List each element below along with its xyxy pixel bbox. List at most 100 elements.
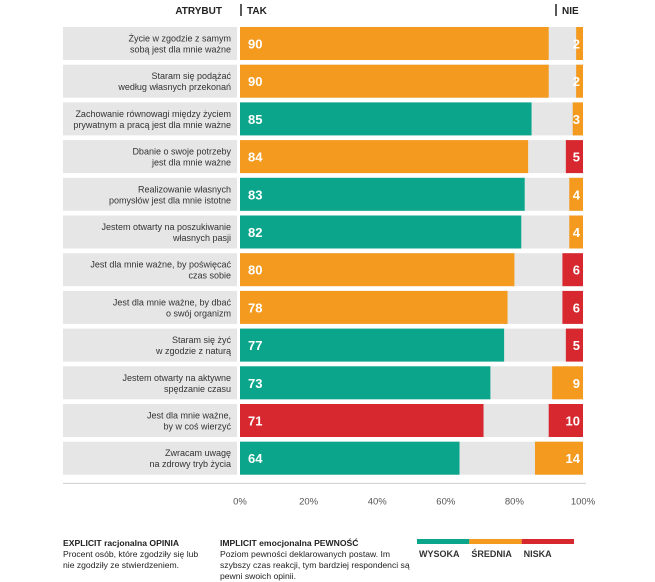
row-label: Zwracam uwagę [165, 448, 231, 458]
x-tick-label: 60% [436, 496, 456, 507]
footer-explicit-title: EXPLICIT racjonalna OPINIA [63, 538, 180, 548]
bar-nie [565, 328, 583, 362]
row-label: pomysłów jest dla mnie istotne [109, 195, 231, 205]
bar-tak-label: 71 [248, 414, 262, 429]
row-label: Realizowanie własnych [138, 184, 231, 194]
bar-nie [569, 177, 583, 211]
legend-swatch-niska [521, 539, 574, 544]
legend-swatch-wysoka [417, 539, 470, 544]
bar-tak-label: 73 [248, 376, 262, 391]
row-label-bg [63, 328, 237, 362]
row-label-bg [63, 102, 237, 136]
bar-tak [240, 215, 522, 249]
x-tick-label: 100% [571, 496, 596, 507]
legend-swatch-srednia [469, 539, 522, 544]
bar-nie [572, 102, 583, 136]
header-nie: NIE [562, 6, 579, 17]
legend-label-wysoka: WYSOKA [419, 549, 460, 559]
bar-tak-label: 64 [248, 451, 263, 466]
row-label-bg [63, 140, 237, 174]
bar-tak-label: 83 [248, 187, 262, 202]
row-label: na zdrowy tryb życia [149, 459, 231, 469]
row-label: Jest dla mnie ważne, by dbać [113, 297, 232, 307]
footer-implicit-title: IMPLICIT emocjonalna PEWNOŚĆ [220, 538, 359, 548]
header-tak: TAK [247, 6, 268, 17]
bar-nie [576, 27, 583, 60]
row-label: według własnych przekonań [117, 82, 231, 92]
bar-tak [240, 290, 508, 324]
bar-tak-label: 90 [248, 74, 262, 89]
bar-tak [240, 441, 460, 475]
footer-explicit-text: Procent osób, które zgodziły się lub nie… [63, 549, 199, 570]
bar-nie-label: 5 [573, 338, 580, 353]
row-label: jest dla mnie ważne [151, 158, 231, 168]
bar-tak [240, 177, 525, 211]
bar-nie-label: 10 [566, 414, 580, 429]
x-tick-label: 20% [299, 496, 319, 507]
row-label: Staram się podążać [151, 71, 231, 81]
bar-tak [240, 64, 549, 98]
row-label: Staram się żyć [172, 335, 232, 345]
footer-implicit-text: Poziom pewności deklarowanych postaw. Im… [220, 549, 410, 581]
row-label: Jest dla mnie ważne, [147, 411, 231, 421]
bar-nie [562, 290, 583, 324]
bar-nie-label: 6 [573, 300, 580, 315]
bar-nie [562, 253, 583, 287]
row-label-bg [63, 441, 237, 475]
legend-label-srednia: ŚREDNIA [471, 548, 512, 559]
row-label: Zachowanie równowagi między życiem [75, 109, 231, 119]
row-label: Jestem otwarty na poszukiwanie [101, 222, 231, 232]
header-attribute: ATRYBUT [175, 6, 222, 17]
bar-nie-label: 3 [573, 112, 580, 127]
row-label-bg [63, 27, 237, 60]
bar-nie-label: 2 [573, 37, 580, 52]
row-label: o swój organizm [166, 308, 231, 318]
bar-tak-label: 78 [248, 300, 262, 315]
bar-tak-label: 85 [248, 112, 262, 127]
bar-tak-label: 84 [248, 150, 263, 165]
footer-explicit-note: EXPLICIT racjonalna OPINIA Procent osób,… [63, 538, 203, 571]
bar-nie-label: 9 [573, 376, 580, 391]
bar-nie [548, 404, 583, 437]
bar-nie [552, 366, 583, 400]
row-label-bg [63, 64, 237, 98]
row-label-bg [63, 290, 237, 324]
row-label: w zgodzie z naturą [155, 346, 231, 356]
bar-nie [576, 64, 583, 98]
row-label-bg [63, 177, 237, 211]
row-label: by w coś wierzyć [163, 422, 231, 432]
bar-nie-label: 14 [566, 451, 581, 466]
row-label: Życie w zgodzie z samym [128, 34, 231, 44]
bar-nie [569, 215, 583, 249]
bar-tak [240, 140, 529, 174]
bar-nie-label: 2 [573, 74, 580, 89]
bar-nie-label: 5 [573, 150, 580, 165]
bar-tak-label: 77 [248, 338, 262, 353]
bar-nie-label: 4 [573, 225, 581, 240]
bar-tak [240, 404, 484, 437]
row-label: własnych pasji [172, 233, 231, 243]
bar-tak [240, 328, 505, 362]
x-tick-label: 80% [505, 496, 525, 507]
bar-nie-label: 4 [573, 187, 581, 202]
bar-tak [240, 27, 549, 60]
row-label-bg [63, 215, 237, 249]
row-label-bg [63, 404, 237, 437]
bar-nie [534, 441, 583, 475]
bar-nie [565, 140, 583, 174]
row-label: Jestem otwarty na aktywne [122, 373, 231, 383]
bar-nie-label: 6 [573, 263, 580, 278]
row-label-bg [63, 253, 237, 287]
row-label: czas sobie [188, 271, 231, 281]
bar-tak [240, 253, 515, 287]
bar-tak-label: 80 [248, 263, 262, 278]
footer-implicit-note: IMPLICIT emocjonalna PEWNOŚĆ Poziom pewn… [220, 538, 420, 582]
row-label-bg [63, 366, 237, 400]
row-label: Jest dla mnie ważne, by poświęcać [90, 260, 231, 270]
row-label: Dbanie o swoje potrzeby [132, 147, 231, 157]
bar-tak-label: 90 [248, 37, 262, 52]
legend-label-niska: NISKA [524, 549, 553, 559]
bar-tak [240, 102, 532, 136]
row-label: sobą jest dla mnie ważne [130, 45, 231, 55]
